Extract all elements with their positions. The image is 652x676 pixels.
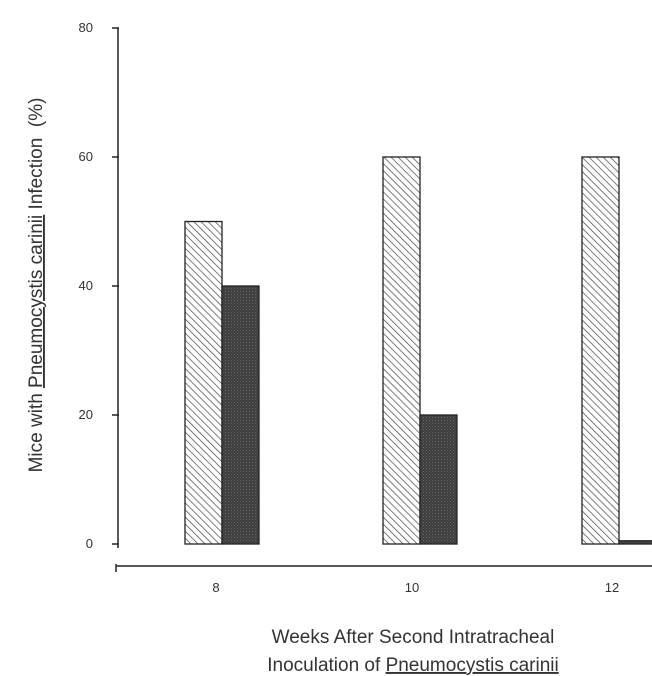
x-tick-label-10: 10: [405, 580, 419, 595]
x-tick-label-12: 12: [605, 580, 619, 595]
bar-week-8-series-1: [184, 220, 223, 545]
x-axis-title-line2-before: Inoculation of: [267, 655, 385, 676]
bars: [184, 156, 652, 545]
y-axis-title: Mice with Pneumocystis carinii Infection…: [26, 98, 47, 473]
y-tick-label: 0: [86, 536, 93, 551]
y-tick-label: 20: [79, 407, 93, 422]
y-tick-label: 40: [79, 278, 93, 293]
y-axis-ticks: [112, 27, 119, 545]
x-axis-title-line1: Weeks After Second Intratracheal: [272, 627, 555, 648]
bar-week-10-series-2: [419, 414, 458, 545]
x-axis-tick-labels: 8 10 12: [212, 580, 619, 595]
bar-week-12-series-1: [581, 156, 620, 545]
x-tick-label-8: 8: [212, 580, 219, 595]
y-axis-title-before: Mice with: [26, 388, 47, 472]
x-axis-title-line2-underlined: Pneumocystis carinii: [386, 655, 559, 676]
bar-week-12-series-2: [618, 540, 652, 545]
y-axis-title-underlined: Pneumocystis carinii: [26, 215, 47, 388]
y-tick-label: 60: [79, 149, 93, 164]
y-axis-title-after: Infection (%): [26, 98, 47, 215]
bar-week-8-series-2: [221, 285, 260, 545]
y-axis-tick-labels: 0 20 40 60 80: [79, 20, 93, 551]
x-axis-title-line2: Inoculation of Pneumocystis carinii: [267, 655, 558, 676]
bar-week-10-series-1: [382, 156, 421, 545]
y-tick-label: 80: [79, 20, 93, 35]
